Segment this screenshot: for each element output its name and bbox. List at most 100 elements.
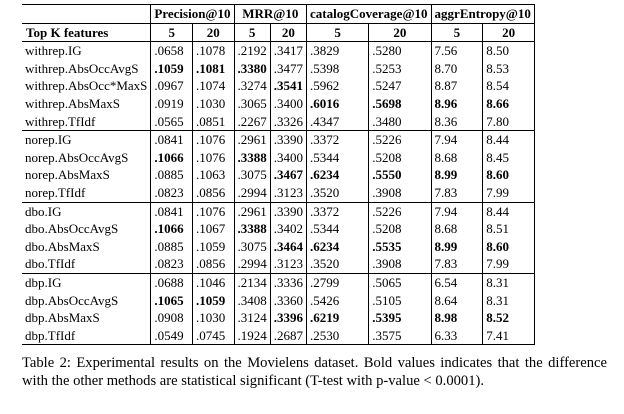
value-text: .5280 — [372, 43, 402, 59]
k-header: 20 — [192, 22, 235, 43]
table-row: norep.AbsOccAvgS .1066 .1076 .3388 .3400 .534… — [22, 148, 535, 167]
value-cell: .1065 — [150, 291, 193, 310]
value-cell: .3464 — [270, 237, 308, 256]
value-text: .0919 — [154, 95, 184, 111]
value-text: 8.31 — [486, 274, 509, 290]
value-text: .3372 — [310, 132, 340, 148]
value-cell: .1924 — [234, 326, 271, 346]
value-text: .0856 — [195, 184, 226, 200]
value-cell: .1059 — [192, 237, 235, 256]
value-cell: .0841 — [150, 201, 193, 221]
value-text: .3575 — [372, 327, 402, 343]
significant-value: .6219 — [310, 310, 340, 326]
value-text: .5344 — [310, 221, 340, 237]
value-cell: 8.31 — [482, 291, 535, 310]
value-text: .1074 — [195, 78, 226, 94]
value-text: .5344 — [310, 149, 340, 165]
value-text: .3400 — [273, 149, 304, 165]
value-cell: .1076 — [192, 148, 235, 167]
value-text: .1076 — [195, 149, 226, 165]
k-header: 5 — [431, 22, 484, 43]
value-text: .2799 — [310, 274, 340, 290]
feature-name-cell: dbp.TfIdf — [22, 326, 152, 346]
significant-value: .3388 — [237, 221, 267, 237]
value-text: .3075 — [237, 238, 267, 254]
value-text: .2994 — [237, 184, 267, 200]
value-cell: .3123 — [270, 183, 308, 203]
significant-value: 8.99 — [434, 238, 458, 254]
value-text: 7.99 — [486, 184, 509, 200]
value-cell: .3477 — [270, 59, 308, 78]
value-cell: .1046 — [192, 272, 235, 292]
significant-value: .3467 — [273, 167, 304, 183]
value-text: .2134 — [237, 274, 267, 290]
value-text: 7.41 — [486, 327, 509, 343]
value-cell: .5253 — [368, 59, 432, 78]
value-cell: .3380 — [234, 59, 271, 78]
value-cell: .1059 — [150, 59, 193, 78]
value-text: .0823 — [154, 256, 184, 272]
value-cell: .3390 — [270, 201, 308, 221]
value-cell: .5426 — [306, 291, 370, 310]
value-text: 8.68 — [434, 149, 458, 165]
value-cell: .5535 — [368, 237, 432, 256]
value-cell: .3388 — [234, 220, 271, 238]
value-cell: .3075 — [234, 166, 271, 184]
significant-value: .1059 — [195, 292, 226, 308]
value-text: .3075 — [237, 167, 267, 183]
value-text: 8.54 — [486, 78, 509, 94]
significant-value: .1065 — [154, 292, 184, 308]
value-cell: 8.87 — [431, 77, 484, 95]
value-cell: .3372 — [306, 201, 370, 221]
value-text: .5253 — [372, 60, 402, 76]
value-cell: 8.60 — [482, 237, 535, 256]
value-text: .2961 — [237, 132, 267, 148]
value-text: .0908 — [154, 310, 184, 326]
feature-name-cell: dbo.TfIdf — [22, 255, 152, 274]
value-cell: .2799 — [306, 272, 370, 292]
value-cell: .3396 — [270, 309, 308, 327]
value-cell: .0856 — [192, 183, 235, 203]
value-cell: .0841 — [150, 130, 193, 149]
table-row: dbo.AbsOccAvgS .1066 .1067 .3388 .3402 .5344.… — [22, 220, 535, 238]
value-cell: .3575 — [368, 326, 432, 346]
value-text: 8.44 — [486, 203, 509, 219]
value-cell: 7.94 — [431, 130, 484, 149]
value-cell: .5208 — [368, 220, 432, 238]
significant-value: 8.60 — [486, 238, 509, 254]
value-cell: .0967 — [150, 77, 193, 95]
value-text: .2961 — [237, 203, 267, 219]
metric-header: MRR@10 — [234, 4, 308, 24]
value-text: .3326 — [273, 113, 304, 129]
value-text: .3336 — [273, 274, 304, 290]
significant-value: .1066 — [154, 221, 184, 237]
value-cell: .5105 — [368, 291, 432, 310]
value-text: .5426 — [310, 292, 340, 308]
table-row: dbo.IG .0841 .1076 .2961 .3390 .3372 .5226 7.94… — [22, 201, 535, 221]
value-text: .0841 — [154, 203, 184, 219]
significant-value: .3388 — [237, 149, 267, 165]
value-cell: .5550 — [368, 166, 432, 184]
value-cell: .3467 — [270, 166, 308, 184]
value-cell: 7.94 — [431, 201, 484, 221]
value-cell: 7.56 — [431, 41, 484, 60]
table-body: withrep.IG .0658 .1078 .2192 .3417 .3829 .5280… — [22, 41, 535, 346]
value-text: .1059 — [195, 238, 226, 254]
feature-name-cell: dbp.IG — [22, 272, 152, 292]
feature-name-cell: norep.AbsMaxS — [22, 166, 152, 184]
value-cell: .3065 — [234, 94, 271, 113]
k-header: 20 — [270, 22, 308, 43]
value-cell: .2192 — [234, 41, 271, 60]
value-cell: .3372 — [306, 130, 370, 149]
value-text: .3520 — [310, 184, 340, 200]
value-text: .0885 — [154, 238, 184, 254]
significant-value: .5395 — [372, 310, 402, 326]
value-cell: 8.54 — [482, 77, 535, 95]
table-row: norep.TfIdf .0823 .0856 .2994 .3123 .3520 .390… — [22, 183, 535, 203]
value-cell: .5698 — [368, 94, 432, 113]
value-text: .0823 — [154, 184, 184, 200]
value-cell: 8.96 — [431, 94, 484, 113]
value-text: .3123 — [273, 184, 304, 200]
table-row: norep.IG .0841 .1076 .2961 .3390 .3372 .5226 7.… — [22, 130, 535, 149]
value-cell: .0908 — [150, 309, 193, 327]
